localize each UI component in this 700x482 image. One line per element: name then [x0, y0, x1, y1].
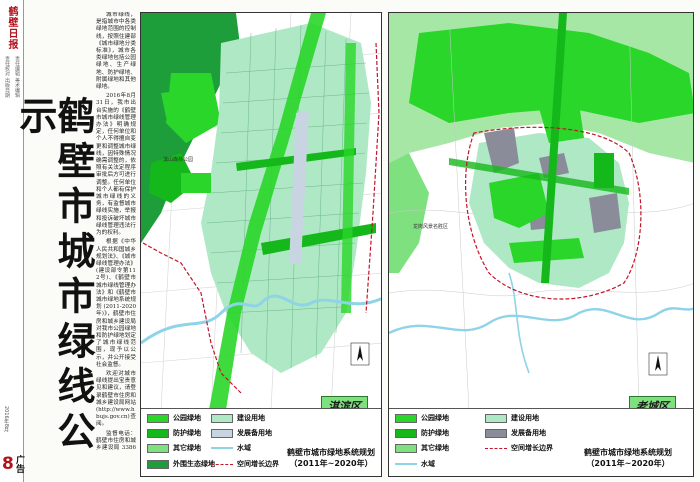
page-title: 鹤壁市城市绿线公示	[13, 96, 95, 456]
page-number-block: 8 广告	[1, 452, 24, 478]
legend-label: 外围生态绿地	[173, 460, 215, 468]
map-qibin-drawing	[141, 13, 381, 410]
legend-item: 公园绿地	[147, 413, 201, 423]
north-arrow-icon	[350, 342, 370, 366]
legend-swatch	[211, 428, 233, 438]
map-title: 鹤壁市城市绿地系统规划 （2011年~2020年）	[281, 447, 381, 469]
legend-swatch	[395, 428, 417, 438]
legend-swatch	[147, 443, 169, 453]
legend-label: 建设用地	[511, 414, 539, 422]
map-title-line2: （2011年~2020年）	[289, 459, 373, 468]
legend-item: 防护绿地	[395, 428, 449, 438]
legend-item: 空间增长边界	[485, 443, 553, 453]
legend-item: 水域	[211, 443, 251, 453]
legend-item: 空间增长边界	[211, 459, 279, 469]
masthead-date: 2016年8月	[3, 406, 9, 432]
legend-swatch	[147, 413, 169, 423]
article-body: 城市绿线，是指城市中各类绿地范围的控制线，按照住建部《城市绿地分类标准》，城市各…	[96, 12, 136, 452]
masthead-meta: 责任编辑 美术编辑	[14, 56, 20, 98]
map-legend: 公园绿地 建设用地 防护绿地 发展备用地 其它绿地 水域	[141, 408, 381, 476]
map-title-line1: 鹤壁市城市绿地系统规划	[287, 448, 375, 457]
legend-swatch	[485, 413, 507, 423]
legend-label: 发展备用地	[237, 429, 272, 437]
masthead-strip: 鹤壁日报 责任编辑 美术编辑 责任校对 出版日期 2016年8月 8 广告	[0, 0, 24, 482]
legend-swatch	[147, 428, 169, 438]
legend-label: 其它绿地	[421, 444, 449, 452]
legend-swatch	[485, 428, 507, 438]
legend-item: 公园绿地	[395, 413, 449, 423]
legend-swatch	[395, 413, 417, 423]
legend-label: 防护绿地	[421, 429, 449, 437]
map-laocheng: 龙岗风景名胜区 老城区 公园绿地 建设用地 防护绿地 发展备用地 其它绿地	[388, 12, 694, 477]
map-place-label: 龙岗风景名胜区	[413, 224, 449, 230]
legend-item: 发展备用地	[485, 428, 546, 438]
article-paragraph: 监督电话：鹤壁市住房和城乡建设局 3386052	[96, 430, 136, 451]
legend-label: 空间增长边界	[511, 444, 553, 452]
map-title-line1: 鹤壁市城市绿地系统规划	[584, 448, 672, 457]
legend-label: 空间增长边界	[237, 460, 279, 468]
legend-label: 公园绿地	[173, 414, 201, 422]
section-label: 广告	[14, 455, 24, 473]
map-laocheng-drawing	[389, 13, 693, 410]
article-paragraph: 根据《中华人民共和国城乡规划法》、《城市绿线管理办法》(建设部令第112号)、《…	[96, 239, 136, 368]
legend-label: 其它绿地	[173, 444, 201, 452]
legend-item: 其它绿地	[395, 443, 449, 453]
legend-label: 水域	[237, 444, 251, 452]
legend-item: 发展备用地	[211, 428, 272, 438]
legend-swatch	[211, 463, 233, 465]
legend-swatch	[395, 443, 417, 453]
legend-item: 防护绿地	[147, 428, 201, 438]
legend-swatch	[147, 459, 169, 469]
article-paragraph: 欢迎对城市绿线提出宝贵意见和建议，请登录鹤壁市住房和城乡建设局网站(http:/…	[96, 370, 136, 428]
map-legend: 公园绿地 建设用地 防护绿地 发展备用地 其它绿地 空间增长边界	[389, 408, 693, 476]
legend-swatch	[395, 463, 417, 465]
legend-swatch	[211, 447, 233, 449]
map-qibin: 淇山森林公园 淇滨区 公园绿地 建设用地 防护绿地 发展备用地 其它绿地	[140, 12, 382, 477]
legend-label: 公园绿地	[421, 414, 449, 422]
legend-item: 外围生态绿地	[147, 459, 215, 469]
article-paragraph: 城市绿线，是指城市中各类绿地范围的控制线，按照住建部《城市绿地分类标准》，城市各…	[96, 12, 136, 91]
map-title-line2: （2011年~2020年）	[586, 459, 670, 468]
legend-item: 其它绿地	[147, 443, 201, 453]
newspaper-logo: 鹤壁日报	[6, 6, 17, 50]
legend-swatch	[211, 413, 233, 423]
legend-label: 建设用地	[237, 414, 265, 422]
legend-label: 防护绿地	[173, 429, 201, 437]
legend-swatch	[485, 447, 507, 449]
legend-item: 水域	[395, 459, 435, 469]
map-place-label: 淇山森林公园	[163, 157, 194, 163]
masthead-meta-secondary: 责任校对 出版日期	[4, 56, 10, 98]
legend-label: 水域	[421, 460, 435, 468]
north-arrow-icon	[648, 352, 668, 376]
legend-item: 建设用地	[485, 413, 539, 423]
legend-label: 发展备用地	[511, 429, 546, 437]
article-paragraph: 2016年8月31日，我市出台实施的《鹤壁市城市绿线管理办法》明确规定，任何单位…	[96, 93, 136, 237]
page-number: 8	[2, 454, 14, 474]
legend-item: 建设用地	[211, 413, 265, 423]
map-title: 鹤壁市城市绿地系统规划 （2011年~2020年）	[565, 447, 691, 469]
